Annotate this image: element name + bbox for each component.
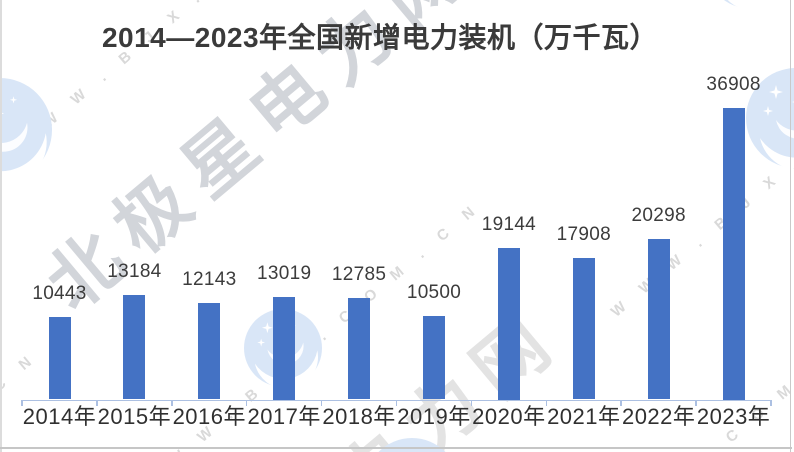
bar-value-label: 12143 [182,269,237,291]
x-axis-tick [245,399,248,406]
bar-value-label: 19144 [481,214,537,235]
x-axis-tick [770,399,772,406]
bar-value-label: 10500 [406,282,462,304]
bar-value-label: 10443 [32,282,87,304]
axis-category-label: 2020年 [472,404,546,429]
bar-value-label: 12785 [331,264,387,286]
bar-value-label: 17908 [556,223,611,245]
axis-category-label: 2022年 [621,404,696,429]
bar-2017年 [273,296,296,400]
axis-category-label: 2018年 [322,404,396,429]
frame-border-bottom [0,447,792,449]
bjx-polaris-logo-icon [0,78,52,185]
frame-border-left [0,0,2,452]
bar-2023年 [722,107,745,400]
bar-value-label: 13184 [107,261,162,283]
x-axis-tick [695,399,697,406]
frame-border-right [789,0,791,452]
bar-value-label: 36908 [706,73,761,95]
x-axis-tick [171,399,173,406]
axis-category-label: 2019年 [397,404,471,429]
bar-2022年 [647,238,670,400]
axis-category-label: 2021年 [547,404,621,429]
bar-2018年 [348,298,371,400]
x-axis-tick [470,399,473,406]
axis-category-label: 2014年 [22,404,97,429]
bar-2015年 [123,295,146,400]
bar-value-label: 20298 [631,204,686,226]
x-axis-tick [21,399,23,406]
axis-category-label: 2017年 [247,404,321,429]
x-axis-tick [320,399,323,406]
bar-2020年 [497,248,520,400]
axis-category-label: 2023年 [696,404,771,429]
chart-title: 2014—2023年全国新增电力装机（万千瓦） [101,22,659,53]
axis-category-label: 2016年 [172,404,247,429]
bar-2016年 [198,303,221,400]
x-axis-tick [620,399,622,406]
x-axis-tick [545,399,548,406]
x-axis-tick [96,399,98,406]
bar-value-label: 13019 [257,262,312,284]
bjx-polaris-logo-icon [708,0,788,10]
x-axis-tick [395,399,398,406]
bar-2019年 [423,316,445,400]
axis-category-label: 2015年 [97,404,172,429]
bar-2021年 [572,257,595,400]
bar-2014年 [48,316,71,400]
bjx-polaris-logo-icon [365,438,459,452]
